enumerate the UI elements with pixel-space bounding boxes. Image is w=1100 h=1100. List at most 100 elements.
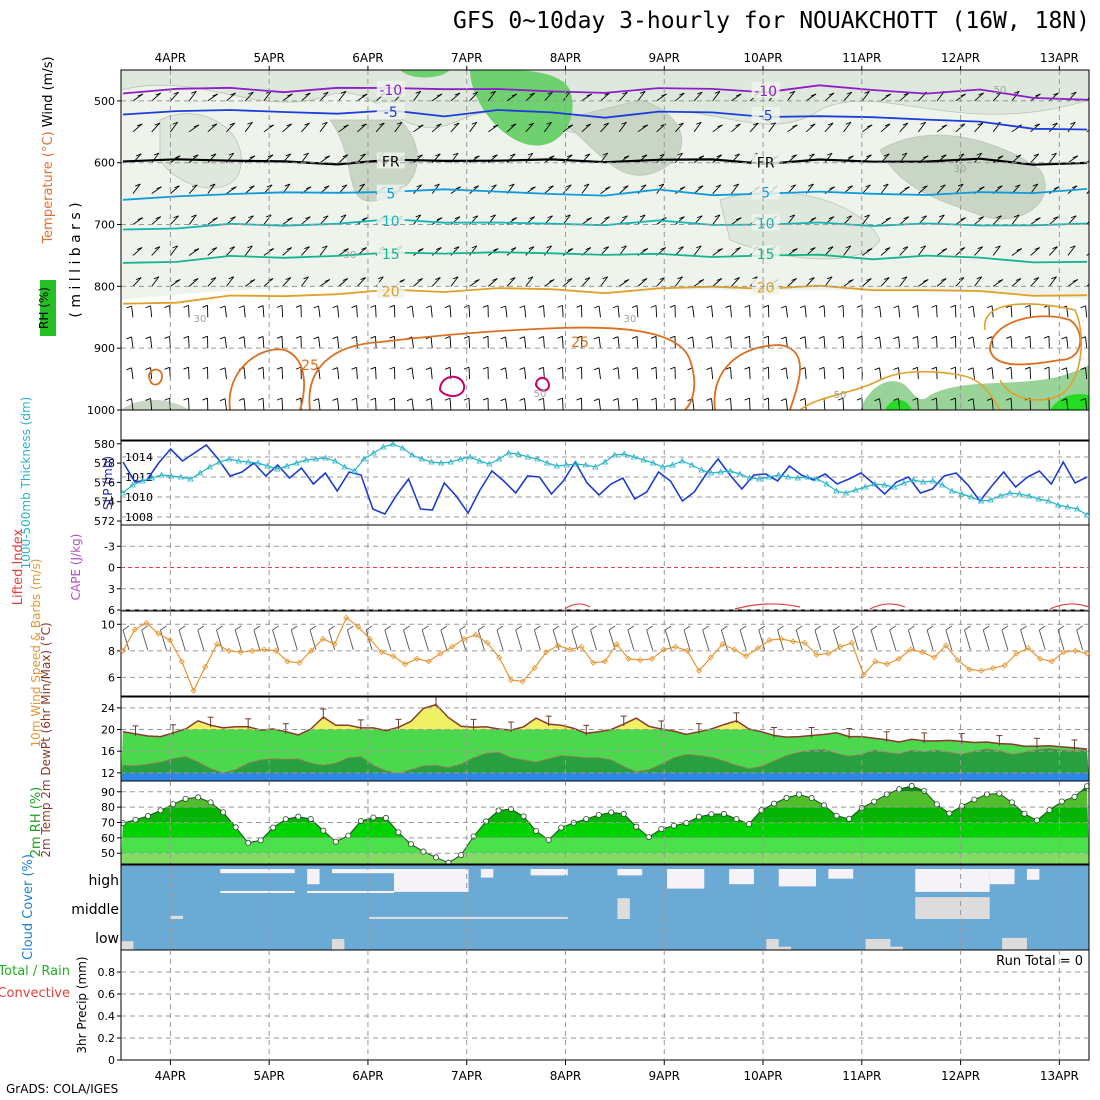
wind-barb <box>150 336 153 349</box>
wind-barb <box>749 336 751 349</box>
surface-wind-barb-flag <box>1001 625 1009 631</box>
wind10-marker <box>472 631 479 638</box>
wind-barb-flag <box>986 398 993 401</box>
wind-barb <box>692 398 695 410</box>
wind-barb-flag <box>874 336 880 340</box>
wind-barb-flag <box>549 155 555 159</box>
thickness-marker <box>900 479 908 486</box>
wind-barb <box>693 91 703 102</box>
wind-barb-flag <box>546 245 552 249</box>
wind10-marker <box>425 658 432 665</box>
thickness-marker <box>1006 489 1014 496</box>
wind-barb-flag <box>940 154 947 158</box>
wind-barb-flag <box>435 277 441 281</box>
thickness-marker <box>216 458 223 465</box>
wind-barb <box>1085 367 1088 380</box>
wind-barb <box>132 247 143 256</box>
wind-barb-flag <box>359 183 365 187</box>
wind-barb <box>899 276 908 287</box>
thickness-marker <box>948 487 956 494</box>
surface-wind-barb <box>253 629 261 651</box>
wind-barb-flag <box>818 336 825 339</box>
wind-barb <box>1030 277 1040 287</box>
wind-barb-flag <box>340 90 347 94</box>
wind10-marker <box>261 646 268 653</box>
wind-barb <box>282 217 293 225</box>
thickness-marker <box>302 456 310 463</box>
cloud-high-block <box>915 869 990 892</box>
wind-barb <box>170 121 178 133</box>
wind-barb-flag <box>172 245 178 249</box>
wind-barb <box>505 398 508 410</box>
surface-wind-barb <box>571 629 579 651</box>
wind-barb-flag <box>415 214 421 218</box>
wind-barb-flag <box>136 153 142 157</box>
wind-barb-flag <box>303 152 309 156</box>
wind-barb-flag <box>1070 245 1076 249</box>
wind-barb <box>524 367 527 380</box>
thickness-marker <box>919 478 927 485</box>
wind-barb-flag <box>847 185 853 189</box>
wind-barb-flag <box>901 152 908 156</box>
wind10-marker <box>225 647 232 654</box>
wind-barb-flag <box>669 304 676 308</box>
wind-barb <box>524 336 527 349</box>
wind-barb <box>562 367 564 380</box>
wind-barb-flag <box>172 121 178 125</box>
thickness-marker <box>322 454 329 461</box>
contour-25 <box>148 368 163 386</box>
surface-wind-barb <box>197 629 205 651</box>
dewpoint-low-fill <box>121 772 1089 781</box>
surface-wind-barb-flag <box>141 625 148 631</box>
wind-barb <box>488 124 499 133</box>
wind-barb <box>319 155 331 164</box>
cloud-plot <box>121 865 1089 950</box>
thickness-marker <box>707 469 715 476</box>
wind-barb-flag <box>566 154 573 158</box>
wind-barb-flag <box>1091 278 1096 280</box>
wind-barb-flag <box>1013 214 1020 218</box>
wind-barb-flag <box>492 278 498 281</box>
wind-barb <box>1086 283 1089 287</box>
wind-barb <box>862 248 873 256</box>
wind-barb-flag <box>229 246 235 250</box>
wind-barb-flag <box>389 397 395 401</box>
wind-barb <box>843 279 854 287</box>
wind-barb-flag <box>856 335 863 339</box>
thickness-marker <box>505 449 512 456</box>
thickness-marker <box>534 455 541 462</box>
wind-barb-flag <box>145 367 151 370</box>
contour-label-bg <box>376 184 405 201</box>
wind-barb-flag <box>257 305 264 308</box>
wind-barb <box>880 183 889 194</box>
wind-barb-flag <box>238 398 245 401</box>
wind-barb <box>1011 248 1022 256</box>
rh-marker <box>695 813 702 820</box>
wind-barb <box>357 123 367 133</box>
rh-marker <box>733 815 740 822</box>
wind-barb-flag <box>538 336 544 339</box>
rh-marker <box>670 822 677 829</box>
wind-barb-flag <box>247 245 253 249</box>
wind-barb <box>375 122 385 133</box>
wind-barb-flag <box>454 92 461 96</box>
wind10-marker <box>1036 655 1044 662</box>
wind-barb <box>300 246 310 256</box>
contour-label-20: 20 <box>757 281 775 297</box>
surface-wind-barb <box>627 629 635 651</box>
wind-barb <box>1029 367 1032 380</box>
wind-barb-flag <box>305 186 312 190</box>
temp-ytick-label: 20 <box>101 724 115 737</box>
wind-barb-flag <box>893 398 899 401</box>
wind-barb <box>843 121 852 133</box>
cloud-high-block <box>220 869 295 874</box>
wind-barb-flag <box>977 122 983 126</box>
wind-barb <box>656 93 667 102</box>
wind-barb <box>972 398 975 410</box>
wind-barb-flag <box>585 123 592 127</box>
wind-barb-flag <box>1034 123 1040 127</box>
wind-barb <box>804 336 807 349</box>
wind-barb-flag <box>623 155 630 159</box>
wind10-marker <box>731 646 738 653</box>
wind-barb-flag <box>827 246 834 250</box>
